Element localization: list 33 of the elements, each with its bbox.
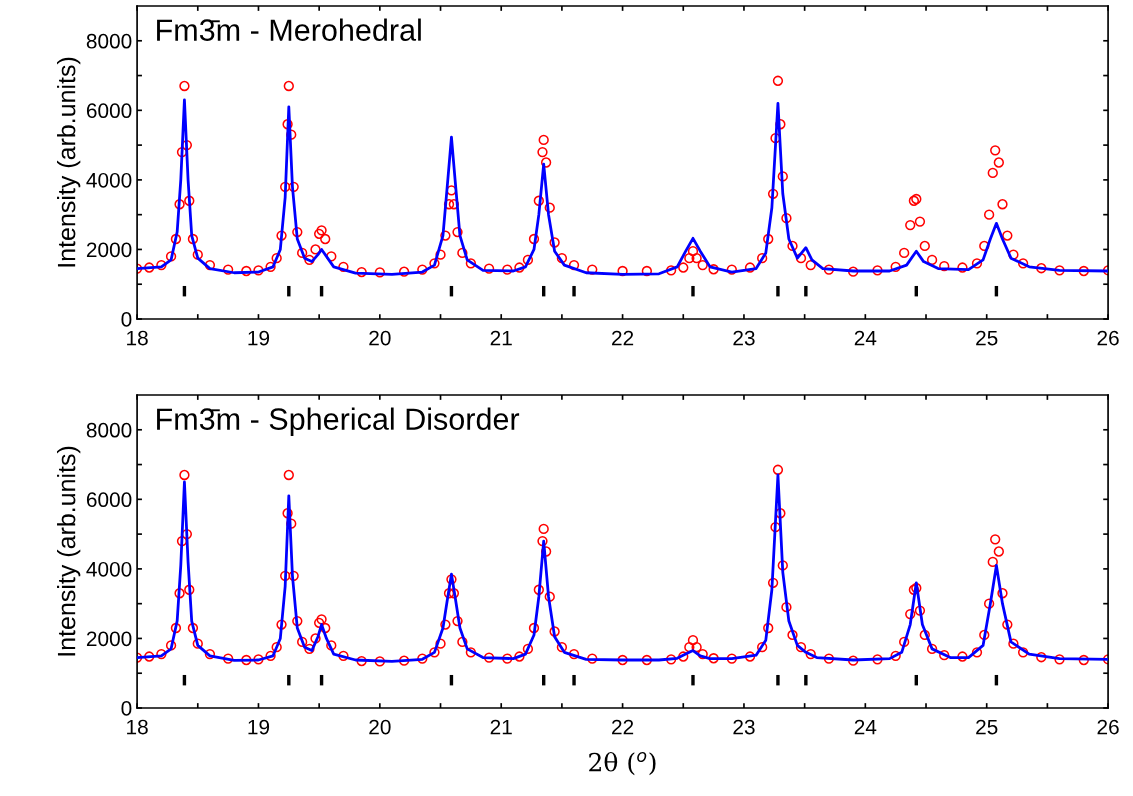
y-tick-label: 0 (121, 312, 132, 327)
x-tick-label: 22 (612, 330, 634, 346)
y-tick-label: 4000 (86, 172, 132, 188)
x-tick-label: 21 (490, 330, 512, 346)
y-tick-label: 8000 (86, 422, 132, 438)
y-axis-title: Intensity (arb.units) (57, 446, 81, 656)
y-tick-label: 0 (121, 701, 132, 716)
y-tick-label: 6000 (86, 103, 132, 119)
chart-title: Fm3̄m - Merohedral (157, 18, 421, 41)
x-tick-label: 24 (854, 330, 877, 346)
x-tick-label: 22 (612, 719, 634, 735)
y-tick-label: 2000 (86, 631, 132, 647)
x-tick-label: 25 (976, 330, 998, 346)
x-tick-label: 25 (976, 719, 998, 735)
y-tick-label: 4000 (86, 561, 132, 577)
x-tick-label: 18 (127, 719, 148, 735)
x-tick-label: 21 (490, 719, 512, 735)
y-axis-title: Intensity (arb.units) (57, 57, 81, 267)
x-tick-label: 19 (248, 719, 270, 735)
x-tick-label: 18 (127, 330, 148, 346)
x-tick-label: 24 (854, 719, 877, 735)
y-tick-label: 2000 (86, 242, 132, 258)
x-tick-label: 23 (733, 330, 755, 346)
chart-title: Fm3̄m - Spherical Disorder (157, 407, 520, 436)
x-tick-label: 23 (733, 719, 755, 735)
x-tick-label: 20 (369, 719, 391, 735)
x-tick-label: 20 (369, 330, 391, 346)
x-axis-title: 2θ ($^{o}$) (589, 751, 656, 776)
x-tick-label: 26 (1097, 719, 1119, 735)
x-tick-label: 26 (1097, 330, 1119, 346)
x-tick-label: 19 (248, 330, 270, 346)
y-tick-label: 8000 (86, 33, 132, 49)
y-tick-label: 6000 (86, 492, 132, 508)
